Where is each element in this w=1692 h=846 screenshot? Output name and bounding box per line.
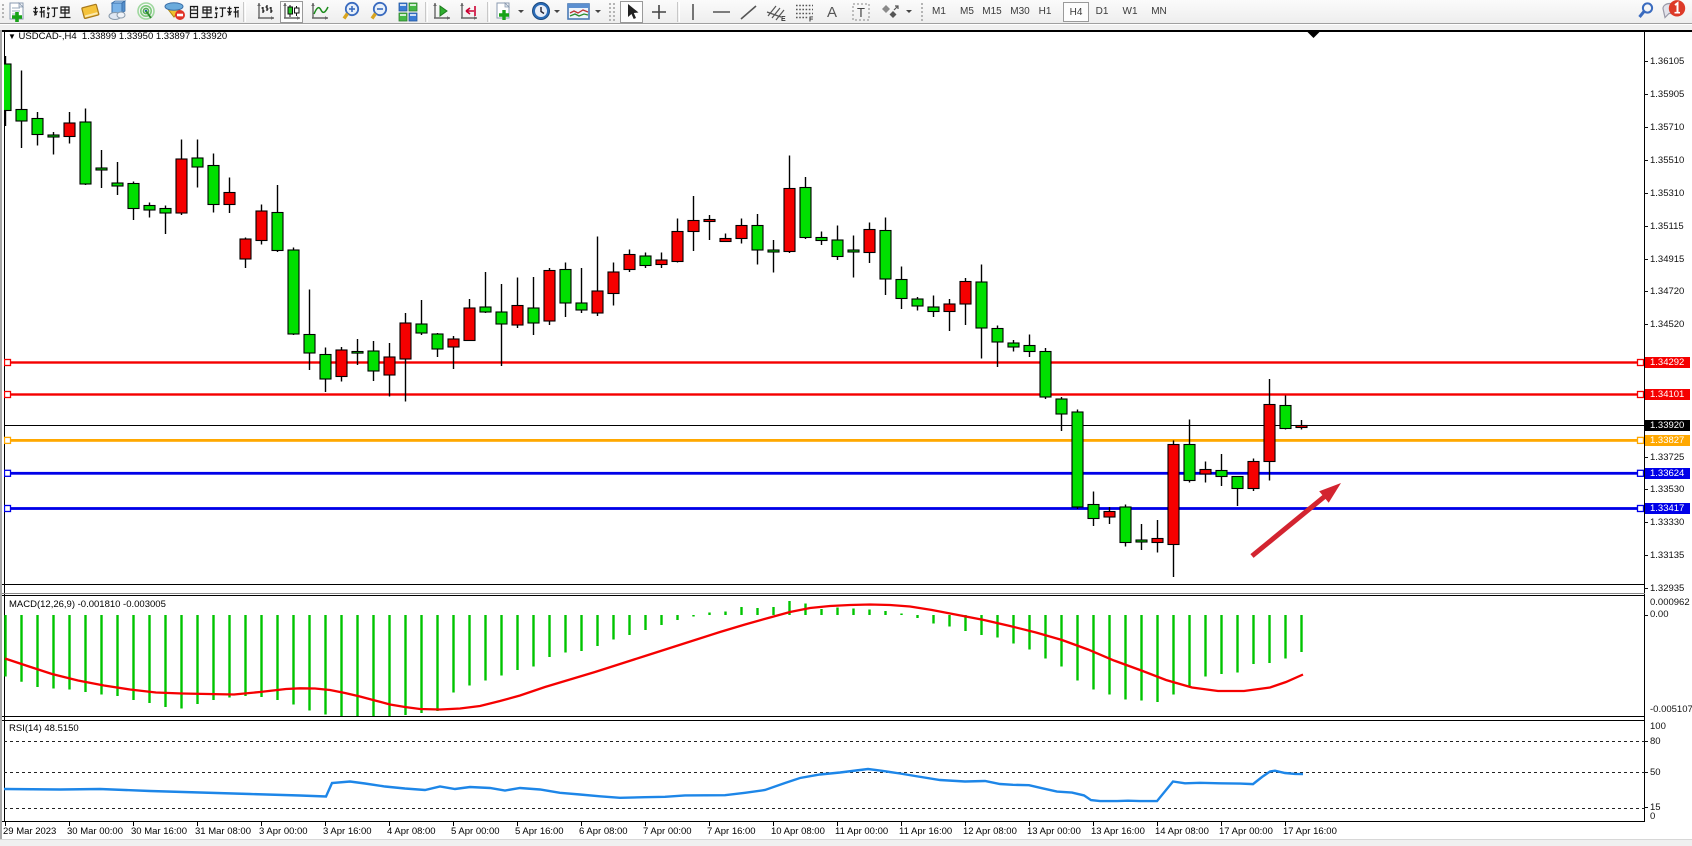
- svg-text:T: T: [857, 5, 865, 20]
- svg-text:F: F: [809, 17, 814, 24]
- svg-text:E: E: [781, 16, 786, 23]
- svg-text:A: A: [827, 4, 837, 21]
